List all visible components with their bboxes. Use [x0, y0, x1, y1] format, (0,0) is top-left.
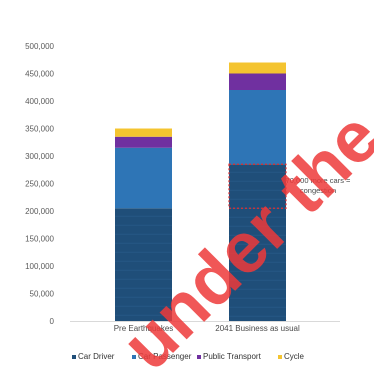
- y-tick-label: 250,000: [25, 180, 54, 189]
- y-tick-label: 150,000: [25, 235, 54, 244]
- annotation-box: [228, 163, 287, 209]
- legend-label: Cycle: [284, 352, 305, 361]
- legend-label: Public Transport: [203, 352, 262, 361]
- y-tick-label: 50,000: [30, 290, 55, 299]
- legend-label: Car Passenger: [138, 352, 192, 361]
- bar-segment: [229, 62, 286, 74]
- bar-segment: [115, 128, 172, 137]
- category-label: 2041 Business as usual: [215, 324, 300, 333]
- y-tick-label: 350,000: [25, 125, 54, 134]
- y-tick-label: 200,000: [25, 207, 54, 216]
- x-axis: Pre Earthquakes 2041 Business as usual: [114, 324, 300, 333]
- y-tick-label: 0: [50, 317, 55, 326]
- y-tick-label: 100,000: [25, 262, 54, 271]
- bar-segment: [115, 147, 172, 209]
- bar-segment: [115, 136, 172, 148]
- bar-segment: [229, 90, 286, 165]
- annotation-text: 70,000 more cars =: [286, 176, 351, 185]
- bar-segment: [115, 208, 172, 321]
- legend-swatch: [278, 355, 282, 359]
- y-tick-label: 400,000: [25, 97, 54, 106]
- legend-swatch: [72, 355, 76, 359]
- y-tick-label: 500,000: [25, 42, 54, 51]
- legend-label: Car Driver: [78, 352, 115, 361]
- annotation-text: congestion: [300, 186, 336, 195]
- annotation: 70,000 more cars =congestion: [228, 163, 351, 209]
- legend-swatch: [197, 355, 201, 359]
- y-tick-label: 450,000: [25, 70, 54, 79]
- bar-segment: [229, 73, 286, 90]
- bars: [115, 62, 286, 321]
- legend: Car Driver Car Passenger Public Transport C…: [72, 352, 305, 361]
- y-tick-label: 300,000: [25, 152, 54, 161]
- category-label: Pre Earthquakes: [114, 324, 174, 333]
- legend-swatch: [132, 355, 136, 359]
- y-axis: 0 50,000 100,000 150,000 200,000 250,000 300,0…: [25, 42, 54, 326]
